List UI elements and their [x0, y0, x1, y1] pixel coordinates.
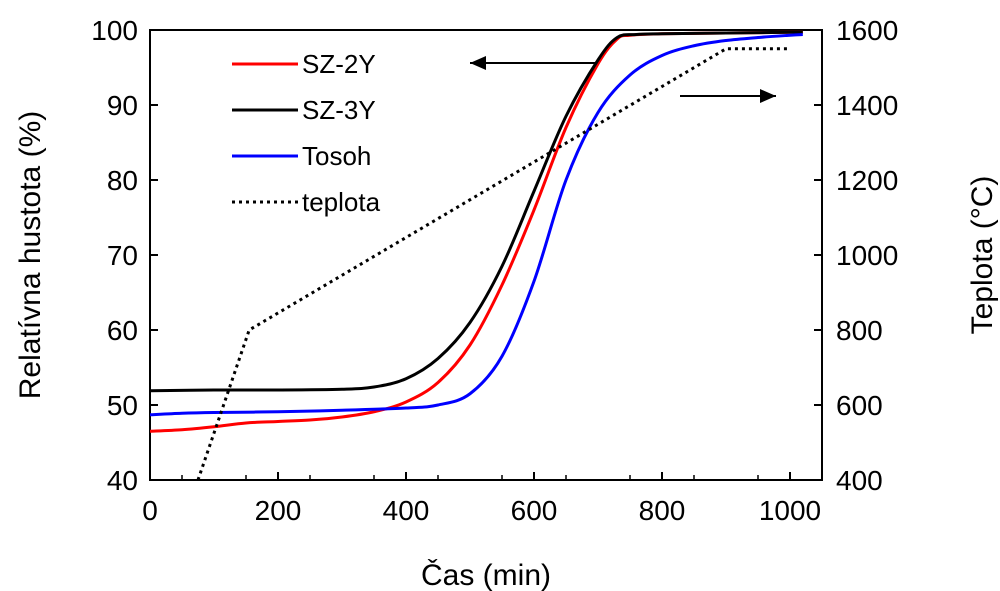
- legend-label-sz-3y: SZ-3Y: [302, 95, 376, 125]
- x-tick-label: 600: [511, 495, 558, 526]
- y-left-tick-label: 80: [107, 165, 138, 196]
- right-axis-arrow-head: [760, 89, 776, 103]
- x-axis-title: Čas (min): [421, 558, 551, 591]
- y-right-tick-label: 1000: [836, 240, 898, 271]
- series-line-sz-2y: [150, 30, 803, 433]
- y-axis-title-left: Relatívna hustota (%): [14, 111, 47, 399]
- x-tick-label: 400: [383, 495, 430, 526]
- y-right-tick-label: 1200: [836, 165, 898, 196]
- legend: SZ-2Y SZ-3Y Tosoh teplota: [232, 49, 381, 217]
- x-tick-label: 800: [639, 495, 686, 526]
- y-right-tick-label: 800: [836, 315, 883, 346]
- y-right-tick-label: 400: [836, 465, 883, 496]
- y-left-tick-label: 90: [107, 90, 138, 121]
- y-left-tick-label: 100: [91, 15, 138, 46]
- y-left-tick-label: 40: [107, 465, 138, 496]
- legend-label-tosoh: Tosoh: [302, 141, 371, 171]
- y-left-tick-label: 50: [107, 390, 138, 421]
- y-axis-title-right: Teplota (°C): [966, 176, 999, 335]
- series-group: [150, 30, 803, 480]
- series-line-teplota: [196, 47, 790, 480]
- y-left-tick-label: 60: [107, 315, 138, 346]
- series-line-tosoh: [150, 33, 803, 417]
- y-right-tick-label: 1600: [836, 15, 898, 46]
- axis-arrows: [470, 56, 776, 103]
- left-axis-arrow-head: [470, 56, 486, 70]
- y-right-tick-label: 1400: [836, 90, 898, 121]
- x-tick-label: 0: [142, 495, 158, 526]
- x-tick-label: 200: [255, 495, 302, 526]
- legend-label-sz-2y: SZ-2Y: [302, 49, 376, 79]
- axis-ticks: 0 200 400 600 800 1000 40 50 60 70 80 90 100 400 600 80…: [91, 15, 898, 526]
- y-right-tick-label: 600: [836, 390, 883, 421]
- y-left-tick-label: 70: [107, 240, 138, 271]
- series-line-sz-3y: [150, 30, 803, 393]
- x-tick-label: 1000: [759, 495, 821, 526]
- legend-label-teplota: teplota: [302, 187, 381, 217]
